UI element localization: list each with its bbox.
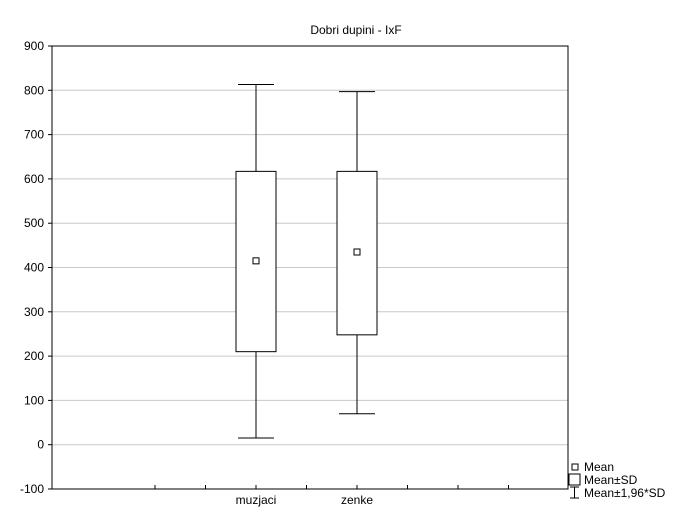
legend-sd-symbol — [568, 473, 581, 486]
x-tick-label: zenke — [341, 493, 373, 507]
y-tick-label: 800 — [24, 83, 44, 97]
mean-marker — [252, 257, 260, 265]
legend-label: Mean±SD — [584, 473, 638, 487]
y-tick-label: 0 — [37, 438, 44, 452]
legend-label: Mean — [584, 460, 614, 474]
y-tick-label: 600 — [24, 172, 44, 186]
y-tick-label: 200 — [24, 349, 44, 363]
y-tick-label: -100 — [20, 482, 44, 496]
y-tick-label: 900 — [24, 39, 44, 53]
y-tick-label: 700 — [24, 128, 44, 142]
y-axis: -100 0 100 200 300 400 500 600 700 800 900 — [20, 39, 52, 496]
mean-marker — [353, 248, 361, 256]
legend-mean-symbol — [571, 463, 579, 471]
y-tick-label: 400 — [24, 261, 44, 275]
box-group — [235, 84, 277, 439]
y-tick-label: 300 — [24, 305, 44, 319]
y-tick-label: 100 — [24, 393, 44, 407]
chart-title: Dobri dupini - IxF — [310, 23, 401, 37]
gridlines — [52, 89, 568, 446]
boxes — [235, 84, 378, 439]
y-tick-label: 500 — [24, 216, 44, 230]
x-axis: muzjaci zenke — [154, 485, 509, 507]
x-tick-label: muzjaci — [236, 493, 277, 507]
legend-label: Mean±1,96*SD — [584, 486, 666, 500]
box-group — [336, 91, 378, 415]
